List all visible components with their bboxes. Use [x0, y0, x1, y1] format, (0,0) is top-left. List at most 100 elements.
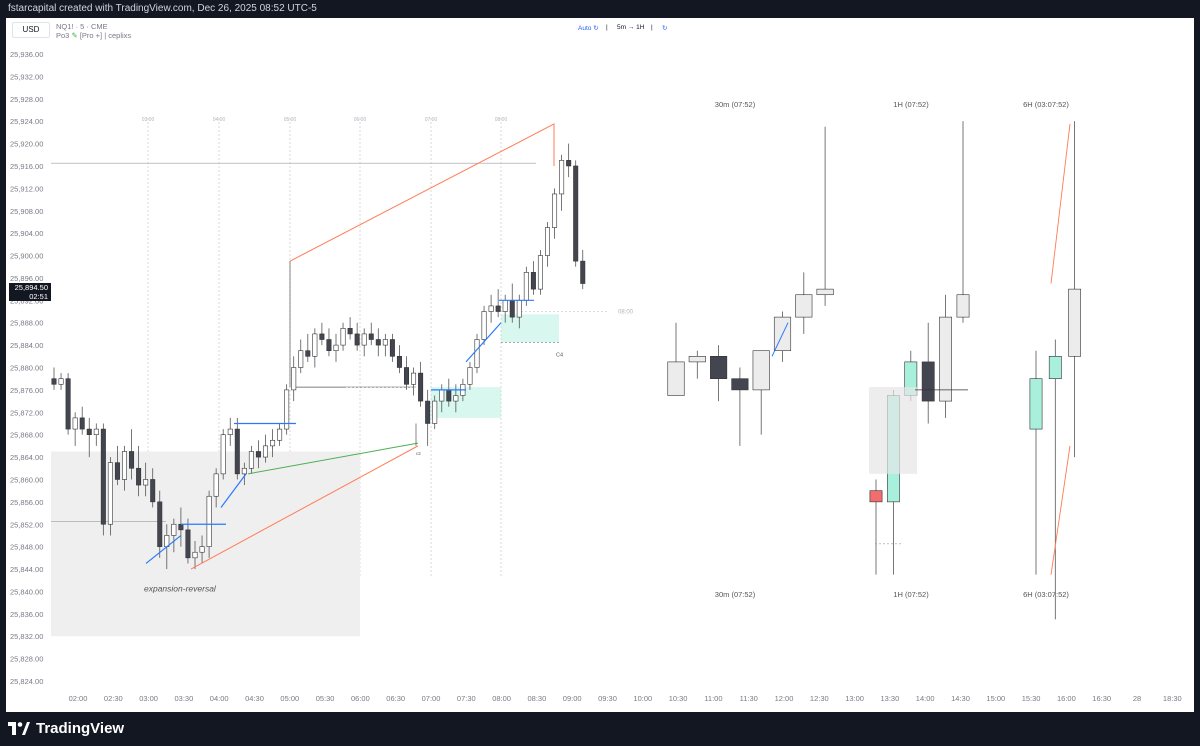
- time-tick-label: 15:00: [986, 694, 1005, 703]
- time-tick-label: 14:00: [916, 694, 935, 703]
- price-tick-label: 25,844.00: [10, 565, 43, 574]
- structure-line: [465, 322, 502, 363]
- htf-candle-body: [921, 361, 935, 402]
- htf-candle: [1029, 350, 1043, 575]
- time-tick-label: 03:30: [175, 694, 194, 703]
- sync-icon[interactable]: ↻: [662, 25, 668, 32]
- htf-candle: [869, 479, 883, 575]
- candle: [467, 361, 473, 390]
- time-tick-label: 05:00: [280, 694, 299, 703]
- candle: [418, 361, 424, 407]
- currency-button[interactable]: USD: [12, 22, 50, 38]
- candle-body: [213, 473, 219, 497]
- structure-line: [145, 534, 182, 564]
- candle-body: [375, 339, 381, 346]
- orange-trendline: [190, 445, 419, 570]
- candle: [305, 333, 311, 362]
- candle-body: [227, 428, 233, 435]
- htf-candle: [795, 272, 813, 334]
- candle-body: [255, 451, 261, 458]
- candle: [107, 457, 113, 536]
- candle-body: [432, 400, 438, 424]
- candle-body: [284, 389, 290, 430]
- candle: [509, 283, 515, 323]
- tradingview-logo[interactable]: TradingView: [8, 720, 124, 737]
- candle: [122, 445, 128, 491]
- candle-body: [51, 378, 57, 385]
- htf-blue-line: [771, 322, 789, 357]
- candle: [100, 423, 106, 536]
- header-bar: fstarcapital created with TradingView.co…: [0, 0, 1200, 18]
- footer-bar: TradingView: [0, 712, 1200, 746]
- candle-body: [446, 389, 452, 402]
- candle-body: [403, 367, 409, 385]
- time-tick-label: 06:30: [386, 694, 405, 703]
- htf-candle-body: [1068, 288, 1081, 357]
- candle-body: [72, 417, 78, 430]
- candle: [284, 384, 290, 435]
- htf-candle: [688, 350, 706, 379]
- htf-candle-body: [869, 490, 883, 503]
- pencil-icon: ✎: [71, 31, 78, 40]
- htf-candle: [816, 126, 834, 306]
- candle: [495, 289, 501, 318]
- time-tick-label: 12:00: [775, 694, 794, 703]
- price-tick-label: 25,836.00: [10, 610, 43, 619]
- time-tick-label: 05:30: [316, 694, 335, 703]
- candle-body: [234, 428, 240, 475]
- price-tick-label: 25,932.00: [10, 72, 43, 81]
- candle: [389, 333, 395, 362]
- htf-candle-body: [956, 294, 970, 318]
- candle-body: [333, 344, 339, 352]
- candle-body: [453, 395, 459, 402]
- price-chart[interactable]: 25,936.00 25,932.00 25,928.00 25,924.00 25,9…: [6, 18, 1194, 712]
- timeframe-label[interactable]: 5m → 1H: [617, 24, 645, 31]
- time-tick-label: 16:00: [1057, 694, 1076, 703]
- price-tick-label: 25,936.00: [10, 50, 43, 59]
- indicator-name: Po3: [56, 31, 70, 40]
- candle-body: [220, 434, 226, 475]
- candle: [453, 384, 459, 413]
- chart-frame: 25,936.00 25,932.00 25,928.00 25,924.00 25,9…: [6, 18, 1194, 712]
- candle-body: [326, 339, 332, 352]
- candle-body: [178, 523, 184, 531]
- candle: [559, 154, 565, 211]
- time-tick-label: 11:00: [704, 694, 722, 703]
- candle-body: [114, 462, 120, 480]
- price-tick-label: 25,840.00: [10, 587, 43, 596]
- auto-scale-label[interactable]: Auto ↻: [578, 24, 599, 32]
- htf-candle: [939, 294, 952, 418]
- htf-candle-body: [667, 361, 685, 396]
- created-by-text: fstarcapital created with TradingView.co…: [8, 3, 317, 14]
- candle-body: [277, 428, 283, 441]
- htf-label-bottom: 30m (07:52): [715, 590, 756, 599]
- candle: [312, 328, 318, 368]
- time-tick-label: 04:00: [210, 694, 229, 703]
- candle: [58, 373, 64, 390]
- candle: [79, 406, 85, 435]
- htf-candle: [1048, 339, 1062, 620]
- candle-body: [305, 350, 311, 357]
- candle: [425, 389, 431, 446]
- c2-label: c2: [416, 451, 421, 456]
- candle: [411, 367, 417, 396]
- candle: [136, 445, 142, 497]
- candle-body: [248, 451, 254, 469]
- candle: [255, 440, 261, 469]
- candle: [185, 518, 191, 564]
- candle: [537, 249, 543, 295]
- candle: [192, 541, 198, 570]
- candle: [227, 417, 233, 446]
- candle-body: [368, 333, 374, 340]
- candle-body: [241, 467, 247, 475]
- candle-body: [93, 428, 99, 435]
- candle-body: [566, 160, 572, 167]
- price-tick-label: 25,848.00: [10, 543, 43, 552]
- candle: [319, 322, 325, 346]
- expansion-box: [51, 451, 360, 637]
- htf-label-top: 1H (07:52): [893, 100, 929, 109]
- candle: [333, 333, 339, 362]
- candle-body: [157, 501, 163, 547]
- candle: [361, 328, 367, 357]
- candle: [298, 339, 304, 374]
